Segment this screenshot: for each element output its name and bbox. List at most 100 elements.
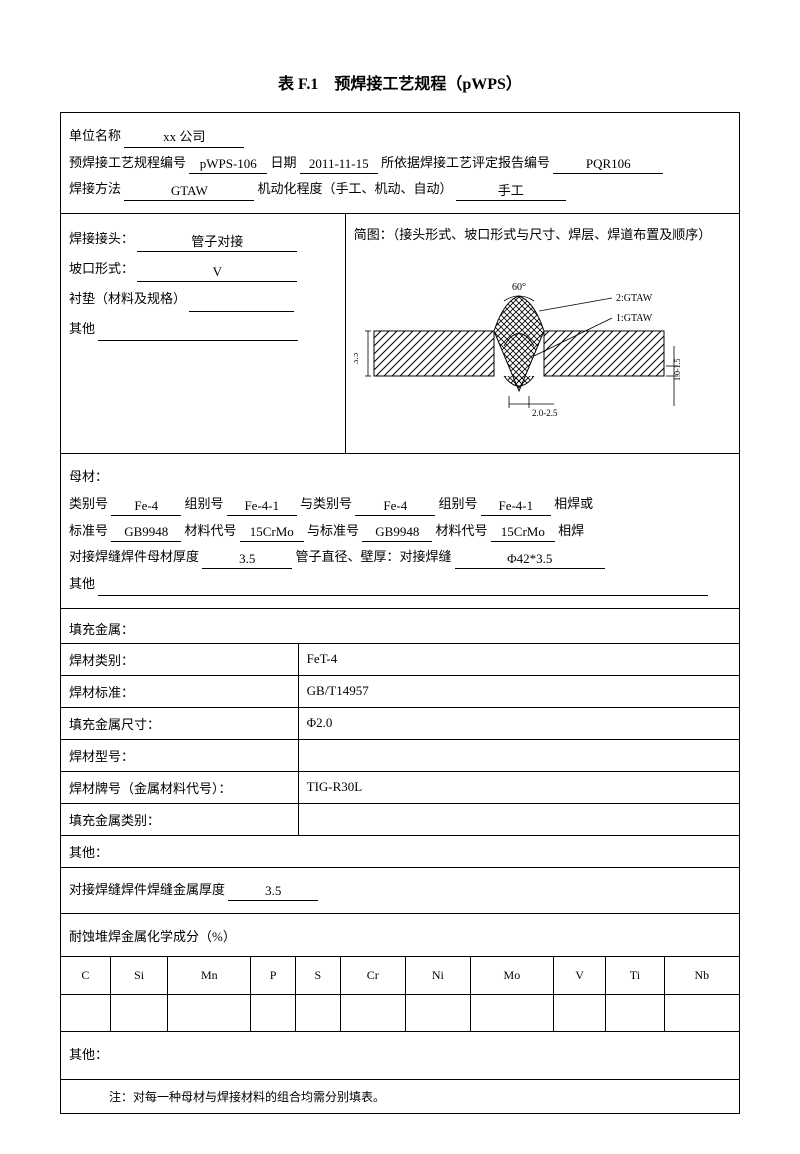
cat2: Fe-4 (355, 497, 435, 516)
diagram-angle: 60° (512, 282, 526, 293)
chem-col: Cr (340, 956, 405, 994)
filler-row-label: 焊材标准： (61, 675, 299, 707)
unit-label: 单位名称 (69, 128, 121, 143)
last-other: 其他： (61, 1032, 739, 1080)
cat-label: 类别号 (69, 496, 108, 511)
chem-cell (340, 994, 405, 1032)
chem-col: Nb (664, 956, 739, 994)
chem-col: Mo (470, 956, 553, 994)
thk-label: 对接焊缝焊件母材厚度 (69, 549, 199, 564)
diagram-face: 1.0-1.5 (673, 358, 682, 381)
weld-diagram: 60° 2:GTAW 1:GTAW 3.5 2.0-2.5 (354, 246, 724, 436)
wps-no-value: pWPS-106 (189, 155, 267, 174)
std2: GB9948 (362, 523, 432, 542)
groove-value: V (137, 263, 297, 282)
pqr-label: 所依据焊接工艺评定报告编号 (381, 155, 550, 170)
unit-value: xx 公司 (124, 128, 244, 147)
with-cat-label: 与类别号 (300, 496, 352, 511)
mech-label: 机动化程度（手工、机动、自动） (258, 181, 453, 196)
chem-col: Mn (168, 956, 251, 994)
diagram-gap: 2.0-2.5 (532, 408, 558, 418)
filler-row-label: 填充金属类别： (61, 803, 299, 835)
std1: GB9948 (111, 523, 181, 542)
mech-value: 手工 (456, 182, 566, 201)
grp-label2: 组别号 (439, 496, 478, 511)
chem-cell (251, 994, 296, 1032)
date-label: 日期 (271, 155, 297, 170)
chem-cell (110, 994, 167, 1032)
filler-row-value: GB/T14957 (298, 675, 739, 707)
chem-col: V (553, 956, 605, 994)
chem-title: 耐蚀堆焊金属化学成分（%） (69, 924, 731, 957)
filler-row-label: 其他： (61, 835, 740, 867)
filler-row-value: TIG-R30L (298, 771, 739, 803)
grp-label: 组别号 (185, 496, 224, 511)
mat2: 15CrMo (491, 523, 555, 542)
diagram-thk: 3.5 (354, 352, 360, 364)
filler-row-label: 焊材型号： (61, 739, 299, 771)
chem-cell (470, 994, 553, 1032)
method-label: 焊接方法 (69, 181, 121, 196)
filler-thk-value: 3.5 (228, 882, 318, 901)
chem-section: 耐蚀堆焊金属化学成分（%） CSiMnPSCrNiMoVTiNb (61, 914, 739, 1032)
mat-label: 材料代号 (185, 523, 237, 538)
filler-row-value (298, 803, 739, 835)
base-title: 母材： (69, 464, 731, 491)
filler-thk-label: 对接焊缝焊件焊缝金属厚度 (69, 882, 225, 897)
weld: 相焊 (558, 523, 584, 538)
std-label: 标准号 (69, 523, 108, 538)
chem-col: P (251, 956, 296, 994)
filler-row-value: FeT-4 (298, 643, 739, 675)
joint-value: 管子对接 (137, 233, 297, 252)
groove-label: 坡口形式： (69, 261, 134, 276)
chem-table: CSiMnPSCrNiMoVTiNb (60, 956, 740, 1032)
backing-label: 衬垫（材料及规格） (69, 291, 186, 306)
chem-col: Ni (405, 956, 470, 994)
base-thk-value: 3.5 (202, 550, 292, 569)
chem-col: S (296, 956, 341, 994)
grp1: Fe-4-1 (227, 497, 297, 516)
base-other-value (98, 595, 708, 596)
sketch-right: 简图：（接头形式、坡口形式与尺寸、焊层、焊道布置及顺序） (346, 214, 739, 454)
header-section: 单位名称 xx 公司 预焊接工艺规程编号 pWPS-106 日期 2011-11… (61, 113, 739, 214)
backing-value (189, 311, 294, 312)
mat1: 15CrMo (240, 523, 304, 542)
joint-other-label: 其他 (69, 321, 95, 336)
filler-row-label: 填充金属尺寸： (61, 707, 299, 739)
cat1: Fe-4 (111, 497, 181, 516)
with-std-label: 与标准号 (307, 523, 359, 538)
pipe-label: 管子直径、壁厚：对接焊缝 (296, 549, 452, 564)
filler-thk-section: 对接焊缝焊件焊缝金属厚度 3.5 (61, 867, 739, 915)
chem-cell (664, 994, 739, 1032)
sketch-title: 简图：（接头形式、坡口形式与尺寸、焊层、焊道布置及顺序） (354, 224, 731, 246)
filler-row-label: 焊材牌号（金属材料代号）： (61, 771, 299, 803)
chem-col: Si (110, 956, 167, 994)
chem-cell (405, 994, 470, 1032)
chem-cell (168, 994, 251, 1032)
pqr-value: PQR106 (553, 155, 663, 174)
pipe-value: Φ42*3.5 (455, 550, 605, 569)
filler-row-value: Φ2.0 (298, 707, 739, 739)
chem-cell (553, 994, 605, 1032)
joint-left: 焊接接头： 管子对接 坡口形式： V 衬垫（材料及规格） 其他 (61, 214, 346, 454)
filler-table: 焊材类别：FeT-4焊材标准：GB/T14957填充金属尺寸：Φ2.0焊材型号：… (60, 643, 740, 868)
joint-row: 焊接接头： 管子对接 坡口形式： V 衬垫（材料及规格） 其他 简图：（接头形式… (61, 214, 739, 455)
chem-cell (296, 994, 341, 1032)
chem-col: Ti (606, 956, 664, 994)
date-value: 2011-11-15 (300, 155, 378, 174)
filler-table-wrap: 焊材类别：FeT-4焊材标准：GB/T14957填充金属尺寸：Φ2.0焊材型号：… (61, 638, 739, 868)
chem-col: C (61, 956, 111, 994)
form-title: 表 F.1 预焊接工艺规程（pWPS） (60, 70, 740, 94)
form-outer: 单位名称 xx 公司 预焊接工艺规程编号 pWPS-106 日期 2011-11… (60, 112, 740, 1114)
wps-no-label: 预焊接工艺规程编号 (69, 155, 186, 170)
diagram-tag2: 1:GTAW (616, 313, 653, 324)
mat-label2: 材料代号 (436, 523, 488, 538)
grp2: Fe-4-1 (481, 497, 551, 516)
chem-cell (61, 994, 111, 1032)
weld-or: 相焊或 (554, 496, 593, 511)
base-section: 母材： 类别号 Fe-4 组别号 Fe-4-1 与类别号 Fe-4 组别号 Fe… (61, 454, 739, 608)
joint-other-value (98, 340, 298, 341)
footnote: 注：对每一种母材与焊接材料的组合均需分别填表。 (61, 1080, 739, 1113)
method-value: GTAW (124, 182, 254, 201)
chem-cell (606, 994, 664, 1032)
